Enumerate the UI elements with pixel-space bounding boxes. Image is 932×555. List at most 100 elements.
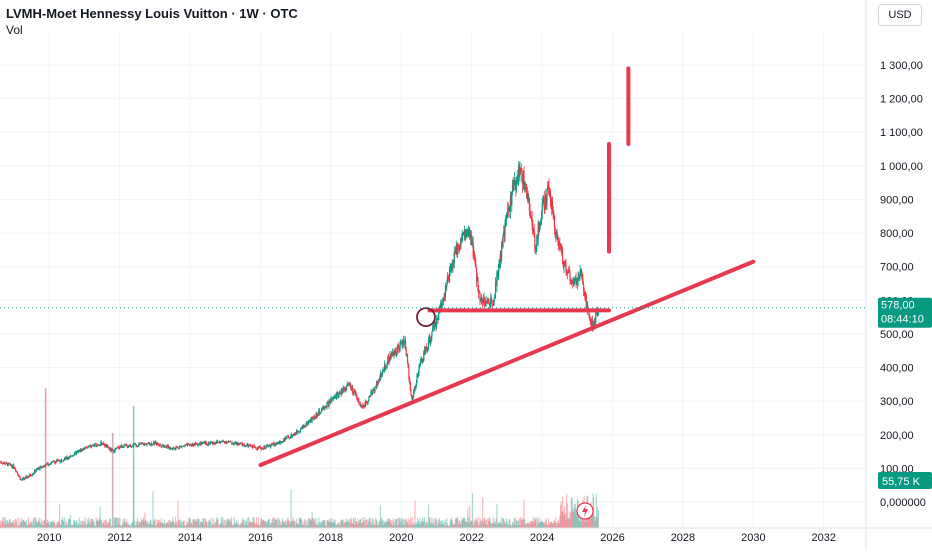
support-trendline <box>258 259 756 468</box>
candle-body <box>278 441 280 443</box>
volume-bar <box>23 520 25 528</box>
volume-bar <box>141 519 143 528</box>
volume-bar <box>110 525 112 528</box>
volume-bar <box>34 517 36 528</box>
volume-bar <box>37 522 39 528</box>
candle-body <box>472 242 474 256</box>
volume-bar <box>181 525 183 528</box>
candle-body <box>207 444 209 446</box>
volume-bar <box>94 525 97 528</box>
volume-bar <box>558 523 560 528</box>
x-tick-label: 2018 <box>319 532 343 544</box>
volume-bar <box>165 521 168 528</box>
volume-legend[interactable]: Vol <box>6 23 23 37</box>
candle-body <box>134 443 136 445</box>
volume-bar <box>567 517 569 528</box>
volume-bar <box>142 520 144 528</box>
candle-body <box>189 444 191 446</box>
candle-body <box>182 445 185 447</box>
candle-body <box>309 421 311 423</box>
volume-bar <box>505 523 507 528</box>
candle-body <box>26 476 28 479</box>
candle-body <box>562 263 564 267</box>
candle-body <box>21 479 23 481</box>
volume-bar <box>269 525 271 528</box>
volume-bar <box>133 406 135 528</box>
candle-body <box>16 470 18 473</box>
candle-body <box>112 449 114 451</box>
volume-bar <box>166 522 168 528</box>
volume-bar <box>425 522 427 528</box>
volume-bar <box>478 523 480 528</box>
volume-bar <box>242 517 244 528</box>
candle-body <box>540 219 542 225</box>
candle-body <box>268 444 270 447</box>
volume-bar <box>415 524 417 528</box>
candle-body <box>351 387 353 391</box>
candle-body <box>196 443 198 445</box>
currency-button[interactable]: USD <box>878 4 922 26</box>
candle-body <box>322 407 324 409</box>
candle-body <box>589 315 591 320</box>
candle-body <box>303 425 305 427</box>
symbol-title[interactable]: LVMH-Moet Hennessy Louis Vuitton · 1W · … <box>6 6 298 21</box>
candle-body <box>316 413 318 418</box>
volume-bar <box>6 519 9 528</box>
volume-bar <box>90 519 92 528</box>
candle-body <box>475 267 478 281</box>
volume-bar <box>129 525 131 528</box>
candle-body <box>79 450 81 452</box>
candle-body <box>332 398 334 399</box>
volume-bar <box>10 523 13 528</box>
volume-bar <box>163 519 166 528</box>
volume-bar <box>180 519 182 528</box>
volume-bar <box>83 520 85 528</box>
volume-bar <box>369 517 371 528</box>
candle-body <box>237 442 239 445</box>
volume-bar <box>328 521 330 528</box>
volume-bar <box>442 519 444 528</box>
volume-bar <box>264 521 266 528</box>
volume-bar <box>457 517 459 528</box>
candle-body <box>415 382 417 387</box>
candle-body <box>105 444 107 447</box>
volume-bar <box>335 525 338 528</box>
candle-body <box>478 292 480 294</box>
candle-body <box>161 445 164 447</box>
volume-bar <box>593 515 595 528</box>
volume-bar <box>79 521 82 528</box>
candle-body <box>471 241 473 243</box>
volume-bar <box>35 517 37 528</box>
drawings <box>0 66 866 520</box>
candle-body <box>452 261 455 264</box>
candle-body <box>29 474 32 476</box>
volume-bar <box>74 521 76 528</box>
volume-bar <box>211 517 213 528</box>
volume-bar <box>384 522 386 528</box>
volume-bar <box>165 523 167 528</box>
volume-bar <box>382 524 384 528</box>
volume-bar <box>435 520 437 528</box>
volume-bar <box>316 525 318 528</box>
candle-body <box>456 245 458 254</box>
candle-body <box>15 470 17 472</box>
candle-body <box>550 200 552 209</box>
candle-body <box>337 393 339 397</box>
volume-bar <box>281 524 283 528</box>
candle-body <box>111 449 113 451</box>
volume-bar <box>246 518 248 528</box>
volume-bar <box>387 518 390 528</box>
volume-bar <box>315 518 317 528</box>
volume-bar <box>496 524 499 528</box>
candle-body <box>461 235 463 242</box>
volume-bar <box>364 525 367 528</box>
candle-body <box>412 397 414 400</box>
volume-bar <box>440 520 442 528</box>
volume-bar <box>450 517 453 528</box>
candle-body <box>129 445 131 447</box>
candle-body <box>428 337 430 341</box>
candle-body <box>415 386 417 389</box>
candle-body <box>566 272 568 274</box>
